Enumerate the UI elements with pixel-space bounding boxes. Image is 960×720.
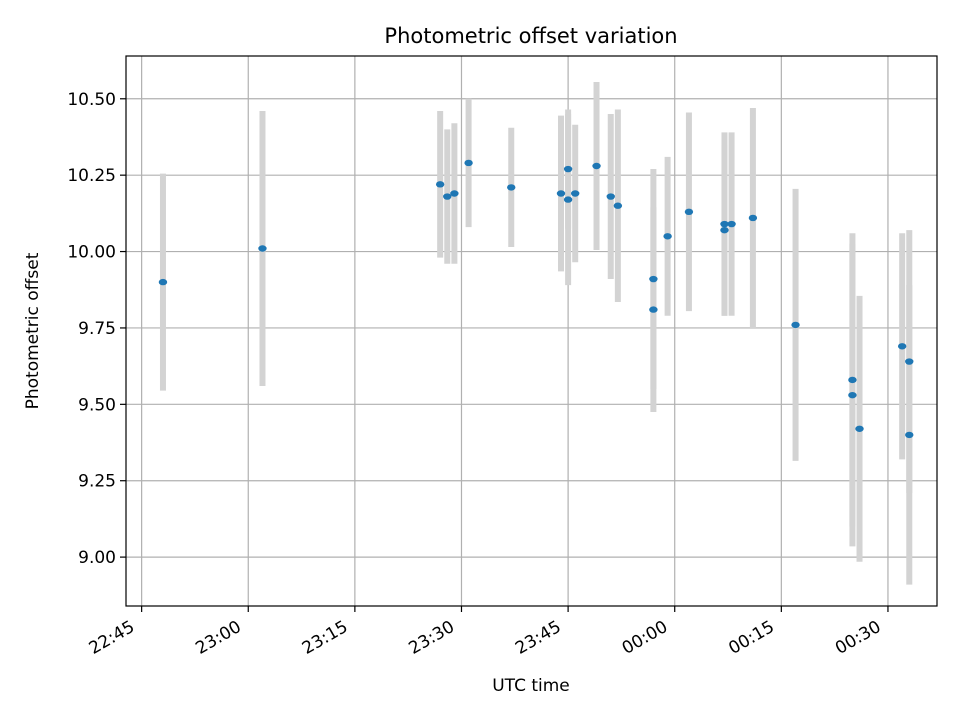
data-point [727,220,736,228]
x-axis-label: UTC time [492,676,570,696]
data-point [649,306,658,313]
data-point [791,321,800,329]
point-layer [158,159,914,439]
data-point [258,245,267,252]
data-point [563,165,573,173]
data-point [855,425,864,432]
y-tick-label: 10.50 [67,90,116,110]
data-point [748,214,758,222]
data-point [684,208,694,216]
y-tick-label: 9.00 [78,548,116,568]
y-tick-label: 10.25 [67,166,116,186]
data-point [905,358,914,365]
data-point [464,159,473,167]
data-point [649,275,658,283]
data-point [905,431,914,439]
plot-frame [125,55,938,607]
y-tick-label: 9.50 [78,395,116,415]
y-tick-label: 9.25 [78,472,116,492]
data-point [613,202,623,209]
data-point [507,184,516,191]
y-axis-label: Photometric offset [23,252,43,409]
data-point [663,233,672,240]
data-point [720,226,729,234]
data-point [897,343,907,350]
data-point [443,193,452,200]
data-point [158,278,168,286]
data-point [848,391,857,399]
data-point [556,190,566,197]
data-point [606,193,615,200]
data-point [563,196,573,203]
data-point [571,190,580,197]
chart-title: Photometric offset variation [384,24,677,48]
y-tick-label: 9.75 [78,319,116,339]
data-point [435,181,445,188]
y-tick-label: 10.00 [67,243,116,263]
data-point [450,190,459,197]
data-point [720,220,729,228]
data-point [592,162,601,170]
data-point [848,376,857,384]
